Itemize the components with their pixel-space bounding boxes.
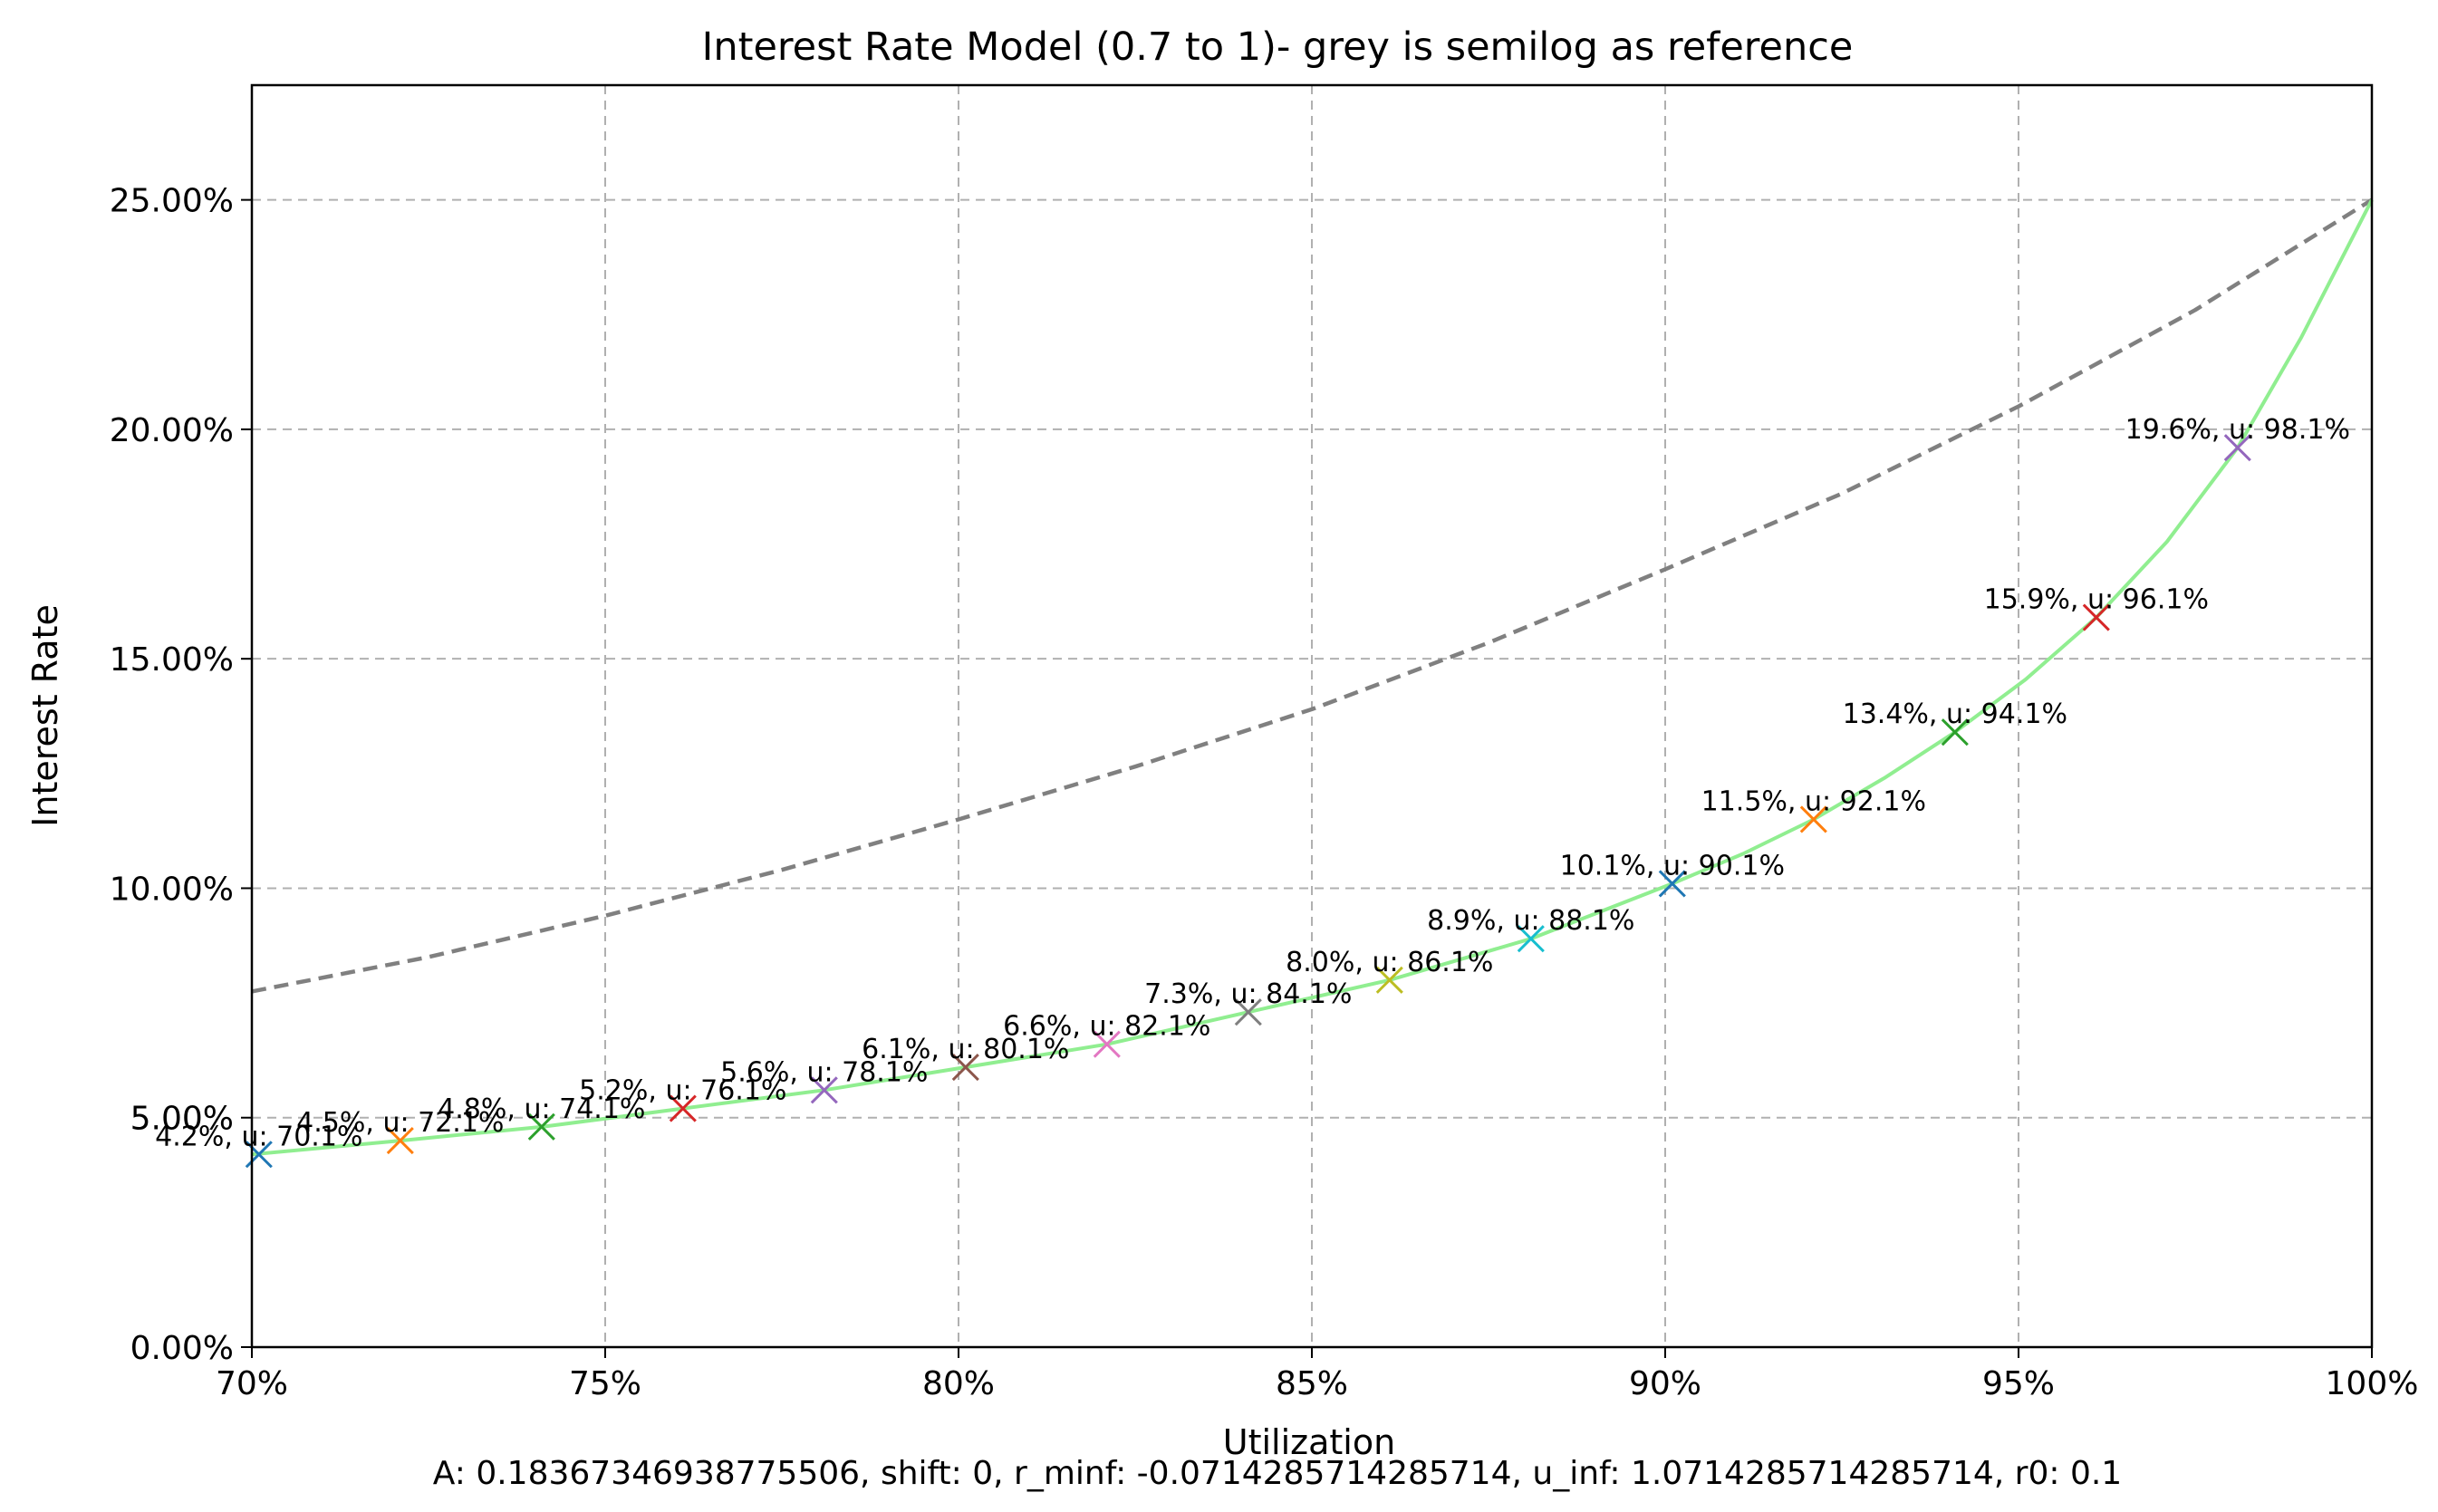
x-tick-label: 85%	[1276, 1365, 1348, 1402]
marker-point	[1234, 998, 1262, 1026]
axis-ticks: 70% 75% 80% 85% 90% 95% 100% 0.00% 5.00% 10.00% 15…	[110, 183, 2419, 1402]
y-tick-label: 15.00%	[110, 641, 234, 679]
marker-point	[810, 1076, 838, 1104]
marker-point	[1093, 1030, 1121, 1058]
x-tick-label: 90%	[1629, 1365, 1701, 1402]
marker-label: 6.6%, u: 82.1%	[1003, 1011, 1210, 1043]
grid-lines	[252, 85, 2372, 1347]
marker-label: 8.9%, u: 88.1%	[1427, 905, 1634, 937]
x-tick-label: 100%	[2326, 1365, 2419, 1402]
marker-label: 7.3%, u: 84.1%	[1144, 978, 1352, 1010]
semilog-reference-line	[251, 197, 2374, 994]
x-tick-label: 95%	[1982, 1365, 2055, 1402]
marker-label: 4.8%, u: 74.1%	[438, 1093, 645, 1125]
marker-label: 19.6%, u: 98.1%	[2125, 414, 2350, 446]
x-tick-label: 80%	[922, 1365, 995, 1402]
y-tick-label: 0.00%	[130, 1330, 234, 1367]
marker-point	[386, 1126, 414, 1155]
marker-point	[1517, 925, 1545, 953]
marker-label: 5.2%, u: 76.1%	[579, 1075, 786, 1107]
marker-point	[1658, 870, 1686, 898]
marker-label: 11.5%, u: 92.1%	[1701, 785, 1926, 817]
y-tick-label: 10.00%	[110, 871, 234, 908]
marker-layer: 4.2%, u: 70.1%4.5%, u: 72.1%4.8%, u: 74.…	[155, 414, 2350, 1169]
y-tick-label: 25.00%	[110, 183, 234, 220]
marker-label: 4.2%, u: 70.1%	[155, 1121, 362, 1152]
marker-point	[2223, 434, 2251, 462]
marker-point	[1941, 718, 1969, 746]
marker-label: 8.0%, u: 86.1%	[1286, 947, 1493, 978]
marker-point	[1375, 966, 1403, 994]
marker-point	[245, 1141, 273, 1169]
footer-params: A: 0.18367346938775506, shift: 0, r_minf…	[433, 1455, 2122, 1492]
y-tick-label: 5.00%	[130, 1101, 234, 1138]
marker-label: 13.4%, u: 94.1%	[1843, 698, 2067, 730]
x-axis-label: Utilization	[1223, 1422, 1395, 1462]
plot-frame	[250, 83, 2374, 1349]
chart-title: Interest Rate Model (0.7 to 1)- grey is …	[702, 24, 1854, 70]
marker-label: 15.9%, u: 96.1%	[1984, 584, 2209, 616]
marker-label: 6.1%, u: 80.1%	[862, 1034, 1069, 1065]
marker-point	[951, 1053, 979, 1082]
marker-label: 5.6%, u: 78.1%	[720, 1056, 928, 1088]
x-tick-label: 70%	[216, 1365, 288, 1402]
marker-point	[2082, 603, 2110, 631]
x-tick-label: 75%	[569, 1365, 641, 1402]
marker-label: 4.5%, u: 72.1%	[296, 1107, 504, 1139]
marker-point	[1799, 805, 1827, 833]
marker-point	[527, 1112, 555, 1141]
y-axis-label: Interest Rate	[25, 604, 65, 827]
marker-point	[669, 1094, 697, 1122]
y-tick-label: 20.00%	[110, 412, 234, 449]
marker-label: 10.1%, u: 90.1%	[1560, 850, 1785, 881]
